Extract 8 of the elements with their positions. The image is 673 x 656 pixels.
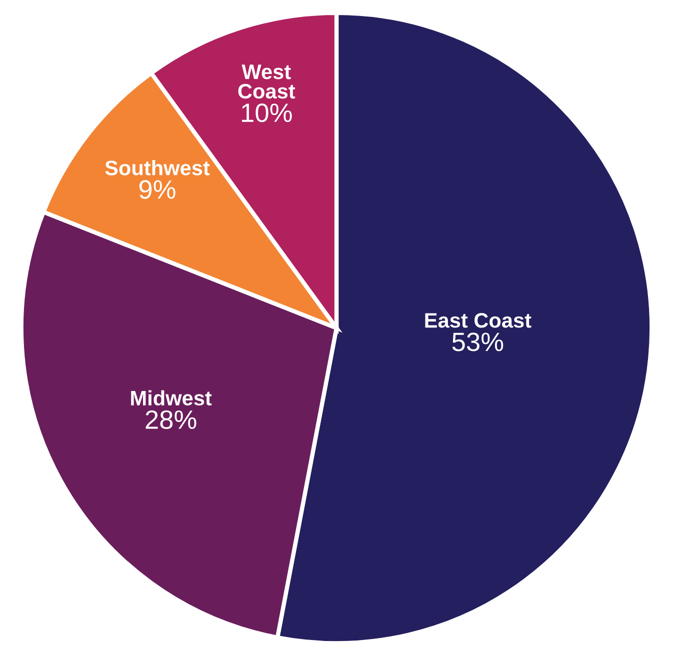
data-label: 28% xyxy=(146,410,196,430)
data-label: 10% xyxy=(242,103,292,122)
slice-label: West Coast xyxy=(238,64,296,99)
slice-label: Southwest xyxy=(105,160,210,176)
slice-label: East Coast xyxy=(425,313,532,328)
slice-label: Midwest xyxy=(131,390,212,406)
data-label: 53% xyxy=(452,332,504,352)
data-label: 9% xyxy=(139,180,176,199)
